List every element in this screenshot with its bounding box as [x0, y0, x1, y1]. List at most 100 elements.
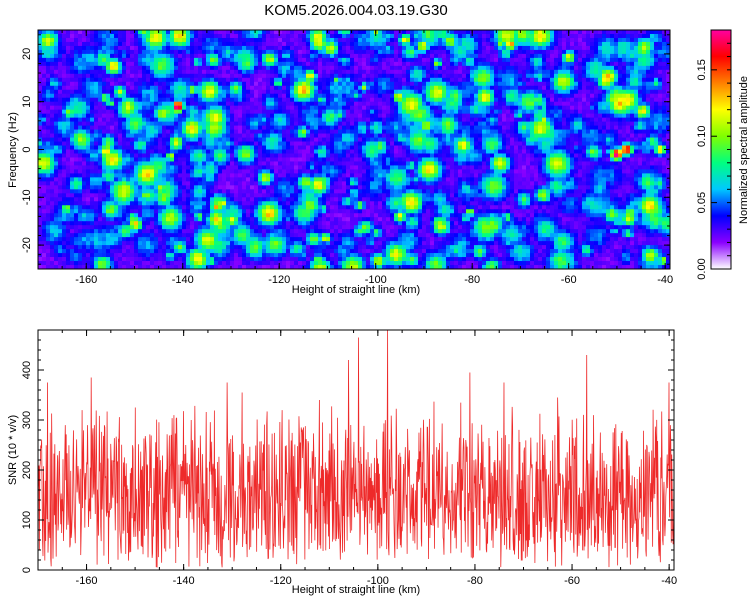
- heatmap-cell: [258, 85, 263, 91]
- heatmap-cell: [274, 121, 279, 126]
- heatmap-cell: [602, 117, 607, 123]
- heatmap-cell: [50, 57, 55, 63]
- heatmap-cell: [382, 69, 387, 75]
- heatmap-cell: [662, 137, 667, 142]
- heatmap-cell: [46, 93, 51, 99]
- heatmap-cell: [466, 133, 471, 138]
- heatmap-cell: [542, 89, 547, 95]
- heatmap-cell: [262, 33, 267, 39]
- heatmap-cell: [602, 113, 607, 119]
- heatmap-cell: [398, 121, 403, 126]
- heatmap-cell: [578, 33, 583, 39]
- heatmap-cell: [550, 49, 555, 55]
- heatmap-cell: [578, 37, 583, 43]
- heatmap-cell: [50, 69, 55, 75]
- heatmap-cell: [218, 121, 223, 126]
- heatmap-cell: [354, 37, 359, 43]
- heatmap-cell: [162, 125, 167, 130]
- heatmap-cell: [274, 89, 279, 95]
- heatmap-cell: [510, 105, 515, 111]
- heatmap-cell: [478, 41, 483, 47]
- heatmap-cell: [518, 137, 523, 142]
- heatmap-cell: [610, 121, 615, 126]
- heatmap-cell: [386, 37, 391, 43]
- heatmap-cell: [346, 61, 351, 67]
- heatmap-cell: [358, 41, 363, 47]
- heatmap-cell: [122, 129, 127, 134]
- heatmap-cell: [598, 33, 603, 39]
- heatmap-cell: [390, 101, 395, 107]
- heatmap-cell: [494, 33, 499, 39]
- heatmap-cell: [190, 149, 195, 154]
- heatmap-cell: [606, 105, 611, 111]
- heatmap-cell: [206, 73, 211, 79]
- heatmap-cell: [222, 113, 227, 119]
- heatmap-cell: [250, 37, 255, 43]
- heatmap-cell: [546, 133, 551, 138]
- heatmap-cell: [318, 49, 323, 55]
- heatmap-cell: [210, 97, 215, 103]
- heatmap-cell: [62, 89, 67, 95]
- heatmap-cell: [450, 73, 455, 79]
- heatmap-cell: [210, 61, 215, 67]
- heatmap-cell: [106, 153, 111, 158]
- heatmap-cell: [426, 145, 431, 150]
- heatmap-cell: [330, 109, 335, 115]
- heatmap-cell: [110, 49, 115, 55]
- heatmap-cell: [658, 121, 663, 126]
- heatmap-cell: [318, 117, 323, 123]
- heatmap-cell: [282, 153, 287, 158]
- heatmap-cell: [74, 141, 79, 146]
- heatmap-cell: [122, 133, 127, 138]
- heatmap-cell: [238, 73, 243, 79]
- heatmap-cell: [222, 33, 227, 39]
- heatmap-cell: [130, 49, 135, 55]
- heatmap-cell: [122, 117, 127, 123]
- heatmap-cell: [410, 137, 415, 142]
- heatmap-cell: [42, 133, 47, 138]
- heatmap-cell: [102, 73, 107, 79]
- heatmap-cell: [94, 85, 99, 91]
- heatmap-cell: [86, 129, 91, 134]
- heatmap-cell: [254, 33, 259, 39]
- heatmap-cell: [238, 37, 243, 43]
- heatmap-cell: [266, 133, 271, 138]
- heatmap-cell: [358, 81, 363, 87]
- heatmap-cell: [570, 133, 575, 138]
- heatmap-cell: [510, 65, 515, 71]
- heatmap-cell: [66, 85, 71, 91]
- heatmap-cell: [410, 141, 415, 146]
- heatmap-cell: [118, 125, 123, 130]
- heatmap-cell: [610, 77, 615, 83]
- heatmap-cell: [214, 97, 219, 103]
- heatmap-cell: [610, 69, 615, 75]
- heatmap-cell: [62, 45, 67, 51]
- heatmap-cell: [578, 109, 583, 115]
- heatmap-cell: [326, 57, 331, 63]
- heatmap-cell: [522, 65, 527, 71]
- heatmap-cell: [378, 145, 383, 150]
- heatmap-cell: [146, 73, 151, 79]
- heatmap-cell: [570, 105, 575, 111]
- heatmap-cell: [254, 41, 259, 47]
- heatmap-cell: [646, 109, 651, 115]
- heatmap-cell: [166, 41, 171, 47]
- heatmap-cell: [42, 85, 47, 91]
- heatmap-cell: [262, 125, 267, 130]
- heatmap-cell: [106, 41, 111, 47]
- heatmap-cell: [186, 141, 191, 146]
- heatmap-cell: [98, 153, 103, 158]
- heatmap-cell: [170, 61, 175, 67]
- heatmap-cell: [270, 113, 275, 119]
- heatmap-cell: [598, 69, 603, 75]
- heatmap-cell: [94, 65, 99, 71]
- heatmap-cell: [578, 53, 583, 59]
- heatmap-cell: [258, 101, 263, 107]
- heatmap-cell: [646, 101, 651, 107]
- heatmap-cell: [122, 101, 127, 107]
- heatmap-cell: [322, 113, 327, 119]
- heatmap-cell: [626, 117, 631, 123]
- heatmap-cell: [294, 149, 299, 154]
- heatmap-cell: [194, 57, 199, 63]
- heatmap-cell: [182, 85, 187, 91]
